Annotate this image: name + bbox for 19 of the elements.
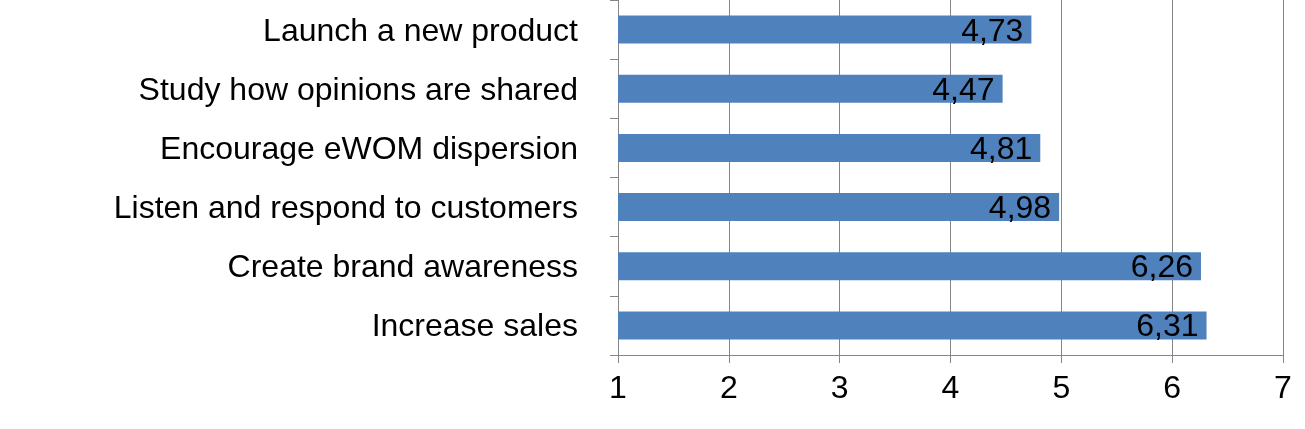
y-tick-label: Encourage eWOM dispersion: [160, 129, 578, 166]
x-tick-label: 6: [1163, 369, 1182, 405]
y-tick-label: Increase sales: [371, 307, 578, 344]
data-label: 6,26: [1130, 248, 1193, 285]
data-label: 6,31: [1136, 307, 1199, 344]
data-label: 4,47: [932, 70, 995, 107]
x-tick-label: 3: [830, 369, 849, 405]
x-tick-label: 7: [1274, 369, 1292, 405]
x-tick-label: 1: [609, 369, 627, 405]
x-tick-label: 4: [941, 369, 960, 405]
data-label: 4,73: [961, 11, 1024, 48]
data-label: 4,81: [969, 129, 1033, 166]
y-tick-label: Launch a new product: [263, 11, 579, 48]
y-tick-label: Listen and respond to customers: [113, 189, 578, 226]
y-tick-label: Study how opinions are shared: [138, 70, 578, 107]
x-tick-label: 2: [719, 369, 738, 405]
x-tick-label: 5: [1052, 369, 1071, 405]
y-tick-label: Create brand awareness: [227, 248, 578, 285]
data-label: 4,98: [988, 189, 1052, 226]
